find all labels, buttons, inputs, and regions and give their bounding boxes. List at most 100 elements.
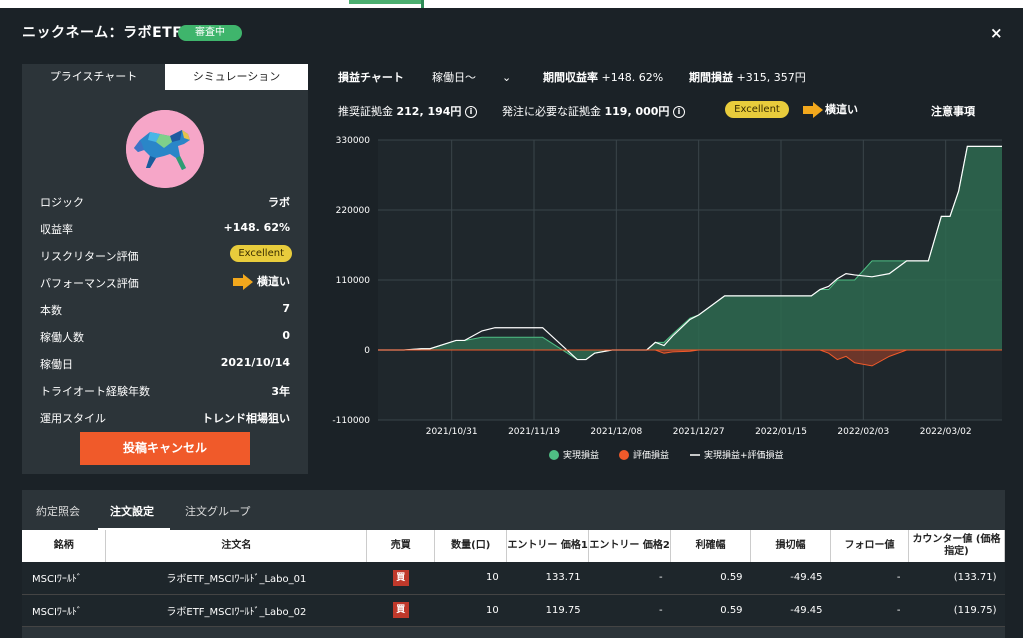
cell-counter: (133.71) [908, 562, 1005, 595]
tab-order-groups[interactable]: 注文グループ [185, 505, 251, 518]
stat-count: 本数 7 [22, 296, 308, 323]
legend-unrealized-label: 評価損益 [633, 449, 669, 461]
stat-start-date: 稼働日 2021/10/14 [22, 350, 308, 377]
cell-entry-1: 133.71 [506, 562, 589, 595]
avatar [126, 110, 204, 188]
stat-risk-return: リスクリターン評価 Excellent [22, 242, 308, 269]
stat-value: 7 [282, 302, 290, 315]
cell-symbol: MSCIﾜｰﾙﾄﾞ [22, 562, 106, 595]
col-quantity: 数量(口) [434, 530, 508, 562]
stat-performance: パフォーマンス評価 横這い [22, 269, 308, 296]
notice-link[interactable]: 注意事項 [931, 105, 975, 118]
x-tick-label: 2021/12/27 [673, 427, 725, 437]
total-line [378, 145, 1002, 361]
cell-counter: (119.75) [908, 594, 1005, 627]
cell-entry-2: - [588, 594, 671, 627]
cell-stop-loss: -49.45 [750, 562, 831, 595]
top-strip [0, 0, 1023, 8]
required-margin-label: 発注に必要な証拠金 [502, 105, 601, 118]
period-pnl-label: 期間損益 [689, 71, 733, 84]
unrealized-area [378, 350, 1002, 366]
col-stop-loss: 損切幅 [750, 530, 832, 562]
period-return: 期間収益率 +148. 62% [543, 69, 663, 85]
tab-price-chart[interactable]: プライスチャート [22, 64, 165, 90]
x-tick-label: 2021/10/31 [426, 427, 478, 437]
performance-value: 横這い [233, 273, 290, 290]
cell-order-name: ラボETF_MSCIﾜｰﾙﾄﾞ_Labo_02 [105, 594, 367, 627]
stat-experience: トライオート経験年数 3年 [22, 377, 308, 404]
stat-label: 稼働日 [40, 358, 73, 371]
orders-table: 銘柄 注文名 売買 数量(口) エントリー 価格1 エントリー 価格2 利確幅 … [22, 530, 1006, 627]
performance-text: 横這い [825, 103, 858, 116]
recommended-margin: 推奨証拠金 212, 194円 i [338, 103, 477, 119]
stat-return: 収益率 +148. 62% [22, 215, 308, 242]
arrow-right-icon [233, 274, 253, 290]
period-return-value: +148. 62% [601, 71, 664, 84]
cell-follow: - [830, 594, 909, 627]
x-tick-label: 2022/01/15 [755, 427, 807, 437]
close-icon[interactable]: × [990, 24, 1003, 42]
arrow-right-icon [803, 102, 823, 118]
top-indicator [349, 0, 421, 4]
range-select[interactable]: 稼働日～ ⌄ [432, 69, 511, 85]
stat-label: 本数 [40, 304, 62, 317]
y-tick-label: -110000 [332, 416, 370, 426]
cell-symbol: MSCIﾜｰﾙﾄﾞ [22, 594, 106, 627]
cell-follow: - [830, 562, 909, 595]
table-header-row: 銘柄 注文名 売買 数量(口) エントリー 価格1 エントリー 価格2 利確幅 … [22, 530, 1006, 562]
cell-side: 買 [366, 562, 435, 595]
table-row[interactable]: MSCIﾜｰﾙﾄﾞ ラボETF_MSCIﾜｰﾙﾄﾞ_Labo_01 買 10 1… [22, 562, 1005, 595]
x-tick-label: 2022/03/02 [920, 427, 972, 437]
horse-icon [126, 110, 204, 188]
col-order-name: 注文名 [105, 530, 368, 562]
col-take-profit: 利確幅 [670, 530, 752, 562]
col-symbol: 銘柄 [22, 530, 107, 562]
legend-realized-swatch [549, 450, 559, 460]
tab-order-settings[interactable]: 注文設定 [110, 505, 154, 518]
legend-total-label: 実現損益+評価損益 [704, 449, 784, 461]
stat-label: ロジック [40, 196, 84, 209]
stat-active-users: 稼働人数 0 [22, 323, 308, 350]
col-counter: カウンター値 (価格指定) [908, 530, 1006, 562]
info-icon[interactable]: i [464, 106, 477, 118]
info-icon[interactable]: i [672, 106, 685, 118]
order-section: 約定照会 注文設定 注文グループ 銘柄 注文名 売買 数量(口) エントリー 価… [22, 490, 1006, 638]
cell-entry-2: - [588, 562, 671, 595]
rating-badge: Excellent [230, 245, 292, 262]
x-tick-label: 2022/02/03 [837, 427, 889, 437]
stat-value: 横這い [257, 275, 290, 288]
stat-label: トライオート経験年数 [40, 385, 150, 398]
required-margin-value: 119, 000円 [604, 105, 670, 118]
table-row[interactable]: MSCIﾜｰﾙﾄﾞ ラボETF_MSCIﾜｰﾙﾄﾞ_Labo_02 買 10 1… [22, 594, 1005, 627]
cell-side: 買 [366, 594, 435, 627]
y-tick-label: 110000 [336, 276, 371, 286]
stat-value: 2021/10/14 [220, 356, 290, 369]
col-follow: フォロー値 [830, 530, 909, 562]
range-select-value: 稼働日～ [432, 71, 476, 84]
required-margin: 発注に必要な証拠金 119, 000円 i [502, 103, 685, 119]
stat-value: 3年 [271, 385, 290, 398]
realized-area [378, 146, 1002, 360]
period-return-label: 期間収益率 [543, 71, 598, 84]
cell-stop-loss: -49.45 [750, 594, 831, 627]
buy-badge: 買 [392, 569, 409, 586]
y-tick-label: 0 [364, 346, 370, 356]
tab-simulation[interactable]: シミュレーション [165, 64, 308, 90]
y-tick-label: 330000 [336, 136, 371, 146]
stat-value: +148. 62% [223, 221, 290, 234]
cell-quantity: 10 [434, 594, 507, 627]
col-entry-price-2: エントリー 価格2 [588, 530, 672, 562]
top-indicator-edge [421, 0, 424, 8]
tab-executions[interactable]: 約定照会 [36, 505, 80, 518]
col-entry-price-1: エントリー 価格1 [506, 530, 590, 562]
strategy-panel: プライスチャート シミュレーション ロジック ラボ 収益率 [22, 64, 308, 474]
left-tabs: プライスチャート シミュレーション [22, 64, 308, 90]
legend-realized-label: 実現損益 [563, 449, 599, 461]
cancel-post-button[interactable]: 投稿キャンセル [80, 432, 250, 465]
stat-label: 運用スタイル [40, 412, 106, 425]
stat-style: 運用スタイル トレンド相場狙い [22, 404, 308, 431]
period-pnl-value: +315, 357円 [736, 71, 806, 84]
recommended-margin-label: 推奨証拠金 [338, 105, 393, 118]
stat-label: リスクリターン評価 [40, 250, 139, 263]
order-tabs: 約定照会 注文設定 注文グループ [22, 490, 1005, 530]
